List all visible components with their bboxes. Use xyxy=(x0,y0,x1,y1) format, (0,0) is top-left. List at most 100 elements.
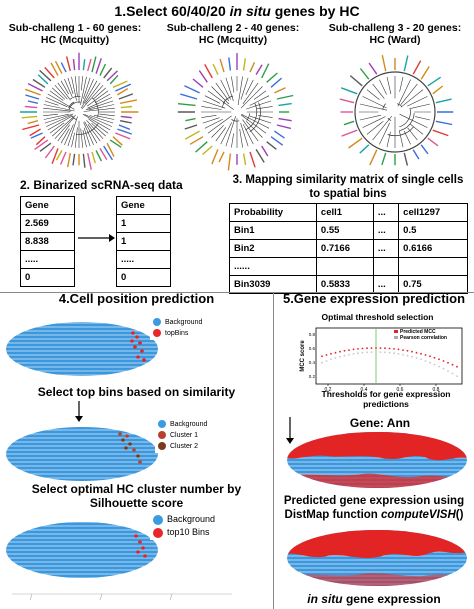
dendrogram-leaf-label xyxy=(51,148,59,165)
dendrogram-leaf-label xyxy=(276,94,294,100)
dendrogram-branch xyxy=(359,114,381,121)
dendrogram-branch xyxy=(86,120,104,140)
caption-predicted-expression: Predicted gene expression using DistMap … xyxy=(283,495,465,521)
dendrogram-leaf-label xyxy=(87,58,92,72)
dendrogram-branch xyxy=(237,76,243,106)
dendrogram-leaf-label xyxy=(340,87,358,95)
pearson-point xyxy=(451,372,454,375)
table-row: ...... xyxy=(229,257,468,276)
table-cell: 0.6166 xyxy=(398,239,468,258)
mcc-point xyxy=(415,351,418,354)
dendrogram-branch xyxy=(87,97,113,109)
pearson-point xyxy=(330,358,332,361)
dendrogram-leaf-label xyxy=(435,120,453,126)
dendrogram-leaf-label xyxy=(184,85,200,94)
dendrogram-branch xyxy=(49,90,64,101)
dendrogram-leaf-label xyxy=(72,59,76,71)
dendrogram-arc xyxy=(68,101,75,109)
down-arrow xyxy=(286,417,294,444)
mcc-point xyxy=(375,347,377,349)
pearson-point xyxy=(411,355,413,358)
pearson-point xyxy=(361,351,364,354)
dendrogram-arc xyxy=(231,119,240,122)
dendrogram-leaf-label xyxy=(27,82,43,92)
dendrogram-branch xyxy=(245,120,263,138)
dendrogram-leaf-label xyxy=(27,120,39,125)
dendrogram-branch xyxy=(249,115,272,124)
dendrogram-branch xyxy=(372,83,385,99)
table-header-cell: cell1 xyxy=(315,203,374,222)
table-cell: 0.5 xyxy=(398,221,468,240)
table-cell: 0 xyxy=(116,268,171,287)
dendrogram-leaf-label xyxy=(34,139,49,150)
dendrogram-branch xyxy=(240,86,263,109)
dendrogram-leaf-label xyxy=(24,105,38,109)
dendrogram-branch xyxy=(211,125,224,138)
section-divider xyxy=(273,292,274,609)
mcc-point xyxy=(397,348,400,351)
dendrogram-leaf-label xyxy=(82,59,86,71)
dendrogram-branch xyxy=(386,76,392,95)
dendrogram-branch xyxy=(400,89,424,108)
pearson-point xyxy=(370,351,373,353)
dendrogram-leaf-label xyxy=(119,99,138,104)
dendrogram-branch xyxy=(54,85,68,100)
y-tick-label: 0.6 xyxy=(309,346,316,351)
dendrogram-leaf-label xyxy=(343,120,355,126)
dendrogram-branch xyxy=(85,100,114,111)
pearson-point xyxy=(379,351,382,353)
pearson-point xyxy=(321,361,323,364)
dendrogram-branch xyxy=(43,113,69,120)
dendrogram-arc xyxy=(71,115,77,120)
table-cell: 0.5833 xyxy=(315,275,374,294)
dendrogram-branch xyxy=(43,107,72,112)
dendrogram-branch xyxy=(67,77,74,94)
table-row: Bin1 0.55 ... 0.5 xyxy=(229,221,468,240)
mcc-point xyxy=(411,350,413,353)
dendrogram-leaf-label xyxy=(37,74,49,85)
dendrogram-branch xyxy=(99,113,115,117)
dendrogram-leaf-label xyxy=(22,124,40,131)
y-tick-label: 0.8 xyxy=(309,332,316,337)
dendrogram-branch xyxy=(407,96,428,107)
dendrogram-leaf-label xyxy=(412,60,422,75)
dendrogram-leaf-label xyxy=(95,150,103,162)
table-cell xyxy=(372,257,400,276)
legend-swatch xyxy=(158,442,166,451)
dendrogram-leaf-label xyxy=(177,103,196,107)
dendrogram-branch xyxy=(51,87,66,100)
dendrogram-leaf-label xyxy=(204,64,213,79)
dendrogram-leaf-label xyxy=(432,85,444,95)
dendrogram-leaf-label xyxy=(120,105,133,109)
dendrogram-leaf-label xyxy=(103,67,113,79)
dendrogram-branch xyxy=(88,104,115,111)
dendrogram-branch xyxy=(372,115,393,141)
dendrogram-branch xyxy=(407,127,418,141)
dendrogram-leaf-label xyxy=(432,129,449,137)
mcc-point xyxy=(456,365,458,368)
table-cell: ... xyxy=(372,239,400,258)
dendrogram-leaf-label xyxy=(99,148,108,161)
dendrogram-leaf-label xyxy=(25,94,40,100)
dendrogram-branch xyxy=(204,118,224,129)
dendrogram-leaf-label xyxy=(420,66,430,80)
dendrogram-leaf-label xyxy=(242,153,247,166)
dendrogram-arc xyxy=(382,103,386,110)
dendrogram-branch xyxy=(201,106,222,110)
dendrogram-branch xyxy=(240,114,267,134)
dendrogram-branch xyxy=(60,128,70,144)
dendrogram-branch xyxy=(258,115,273,118)
dendrogram-leaf-label xyxy=(115,83,132,92)
dendrogram-leaf-label xyxy=(403,152,409,166)
dendrogram-arc xyxy=(70,96,81,100)
dendrogram-branch xyxy=(57,82,71,101)
dendrogram-leaf-label xyxy=(106,142,115,157)
dendrogram-leaf-label xyxy=(249,62,256,73)
dendrogram-branch xyxy=(399,130,404,148)
dendrogram-leaf-label xyxy=(270,136,284,146)
dendrogram-leaf-label xyxy=(21,115,38,119)
dendrogram-leaf-label xyxy=(278,117,292,122)
section3-title: 3. Mapping similarity matrix of single c… xyxy=(232,174,464,200)
dendrogram-leaf-label xyxy=(117,128,133,135)
table-cell: ..... xyxy=(20,250,75,269)
